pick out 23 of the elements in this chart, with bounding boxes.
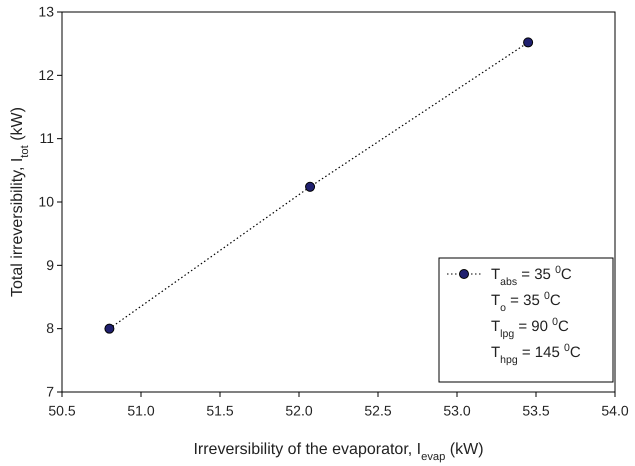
annotation: T$_{lpg}$ = 90 $^{0}$C (491, 316, 569, 340)
annotation: T$_{hpg}$ = 145 $^{0}$C (491, 342, 581, 366)
x-tick-label: 52.5 (364, 402, 392, 418)
x-axis-title: Irreversibility of the evaporator, I$_{evap}$ (kW) (193, 441, 484, 463)
y-tick-label: 12 (38, 66, 54, 83)
y-tick-label: 10 (38, 193, 54, 210)
y-tick-label: 8 (46, 320, 54, 336)
x-tick-label: 53.0 (443, 402, 471, 418)
x-tick-label: 51.0 (127, 402, 155, 418)
x-tick-label: 52.0 (285, 402, 313, 418)
x-tick-label: 51.5 (206, 402, 234, 418)
legend-label: T$_{abs}$ = 35 $^{0}$C (491, 264, 572, 288)
x-tick-label: 53.5 (522, 402, 550, 418)
x-tick-label: 50.5 (48, 402, 76, 418)
y-tick-label: 9 (46, 256, 54, 273)
x-tick-label: 54.0 (601, 402, 629, 418)
point (523, 37, 534, 48)
point (305, 182, 316, 192)
point (104, 324, 114, 334)
y-tick-label: 7 (46, 383, 54, 400)
annotation: T$_{o}$ = 35 $^{0}$C (491, 290, 561, 314)
y-tick-label: 13 (38, 3, 54, 20)
y-tick-label: 11 (39, 130, 54, 146)
